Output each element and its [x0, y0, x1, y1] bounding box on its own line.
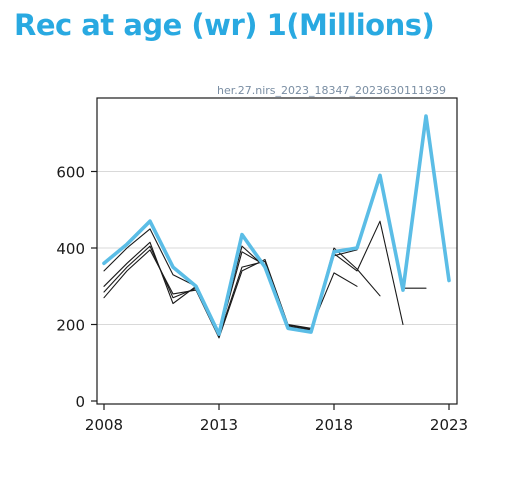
series-line-previous-1 [103, 245, 381, 337]
series-layer [102, 114, 451, 339]
y-tick-label: 600 [56, 164, 85, 182]
plot-frame [96, 97, 458, 405]
x-tick-label: 2008 [85, 416, 123, 434]
y-axis: 0 200 400 600 [56, 164, 97, 411]
x-axis: 2008 2013 2018 2023 [85, 404, 468, 434]
y-tick-label: 200 [56, 317, 85, 335]
y-tick-label: 400 [56, 240, 85, 258]
series-line-current [102, 114, 451, 336]
x-tick-label: 2023 [430, 416, 468, 434]
series-line-previous-2 [103, 220, 404, 335]
y-tick-label: 0 [75, 393, 85, 411]
x-tick-label: 2013 [200, 416, 238, 434]
x-tick-label: 2018 [315, 416, 353, 434]
chart-title: Rec at age (wr) 1(Millions) [14, 8, 435, 42]
grid-lines [97, 171, 457, 325]
chart-subtitle: her.27.nirs_2023_18347_2023630111939 [217, 84, 446, 97]
